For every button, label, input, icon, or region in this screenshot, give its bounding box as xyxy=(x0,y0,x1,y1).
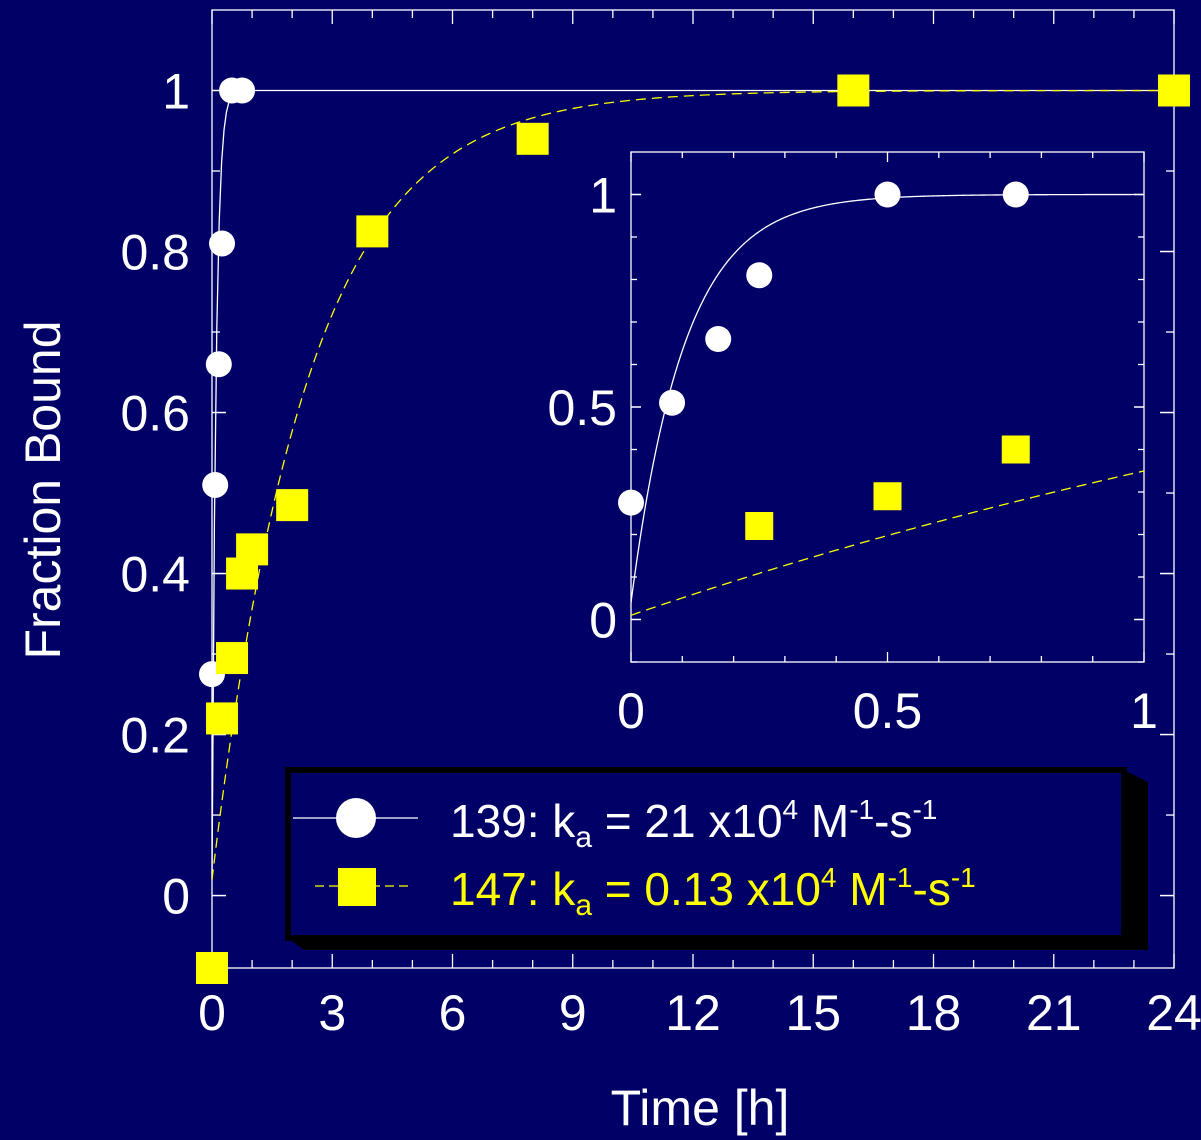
y-tick-label: 1 xyxy=(162,64,190,120)
data-point-147 xyxy=(276,489,309,522)
x-tick-label: 12 xyxy=(665,985,721,1041)
y-tick-label: 0.8 xyxy=(120,225,190,281)
data-point-139 xyxy=(705,326,732,352)
x-axis-label: Time [h] xyxy=(611,1080,790,1136)
data-point-147 xyxy=(356,215,389,248)
data-point-139 xyxy=(205,351,232,378)
data-point-147 xyxy=(236,533,269,566)
data-point-147 xyxy=(745,512,774,540)
y-tick-label: 0.2 xyxy=(120,708,190,764)
x-tick-label: 24 xyxy=(1146,985,1201,1041)
data-point-147 xyxy=(1001,435,1030,464)
data-point-139 xyxy=(746,262,773,289)
inset-data-points xyxy=(618,181,1030,540)
data-point-147 xyxy=(837,74,870,107)
y-tick-label: 0.5 xyxy=(547,380,617,436)
data-point-147 xyxy=(206,702,239,735)
data-point-147 xyxy=(516,122,549,155)
y-tick-label: 0 xyxy=(589,593,617,649)
data-point-139 xyxy=(618,489,644,516)
x-tick-label: 18 xyxy=(906,985,962,1041)
data-point-147 xyxy=(216,642,249,675)
main-plot: 0 3 6 9 12 15 18 21 24 0 0.2 0.4 0.6 0.8 1 Time [h] Fr… xyxy=(15,9,1201,1136)
x-tick-label: 0 xyxy=(198,985,226,1041)
data-point-139 xyxy=(209,230,236,257)
data-point-147 xyxy=(196,952,228,984)
data-point-147 xyxy=(873,482,902,511)
legend-label-139: 139: ka = 21 x104 M-1-s-1 xyxy=(450,794,937,854)
main-fit-lines xyxy=(211,89,1174,880)
data-point-147 xyxy=(1158,74,1190,107)
y-tick-label: 0.6 xyxy=(120,386,190,442)
data-point-139 xyxy=(229,77,256,104)
inset-plot: 0 0.5 1 0 0.5 1 xyxy=(547,151,1158,740)
x-tick-label: 0.5 xyxy=(853,683,923,739)
x-tick-label: 1 xyxy=(1130,683,1158,739)
y-axis-label: Fraction Bound xyxy=(15,320,71,659)
x-tick-label: 21 xyxy=(1026,985,1082,1041)
x-tick-label: 15 xyxy=(785,985,841,1041)
main-tick-labels: 0 3 6 9 12 15 18 21 24 0 0.2 0.4 0.6 0.8 1 xyxy=(120,64,1201,1041)
legend-box xyxy=(285,767,1127,941)
legend-label-147: 147: ka = 0.13 x104 M-1-s-1 xyxy=(450,862,976,922)
main-data-points xyxy=(196,74,1190,984)
inset-tick-labels: 0 0.5 1 0 0.5 1 xyxy=(547,168,1157,740)
fit-curve-147 xyxy=(211,89,1174,880)
legend: 139: ka = 21 x104 M-1-s-1 147: ka = 0.13… xyxy=(285,767,1148,950)
data-point-139 xyxy=(874,181,901,208)
legend-marker-square xyxy=(338,868,376,906)
data-point-139 xyxy=(659,389,686,416)
y-tick-label: 0 xyxy=(162,869,190,925)
y-tick-label: 1 xyxy=(589,168,617,224)
legend-entry-139: 139: ka = 21 x104 M-1-s-1 xyxy=(293,794,937,854)
legend-marker-circle xyxy=(336,798,376,838)
x-tick-label: 3 xyxy=(318,985,346,1041)
y-tick-label: 0.4 xyxy=(120,547,190,603)
data-point-139 xyxy=(1002,181,1029,208)
x-tick-label: 6 xyxy=(439,985,467,1041)
x-tick-label: 9 xyxy=(559,985,587,1041)
legend-entry-147: 147: ka = 0.13 x104 M-1-s-1 xyxy=(315,862,976,922)
data-point-139 xyxy=(202,471,229,498)
x-tick-label: 0 xyxy=(617,683,645,739)
